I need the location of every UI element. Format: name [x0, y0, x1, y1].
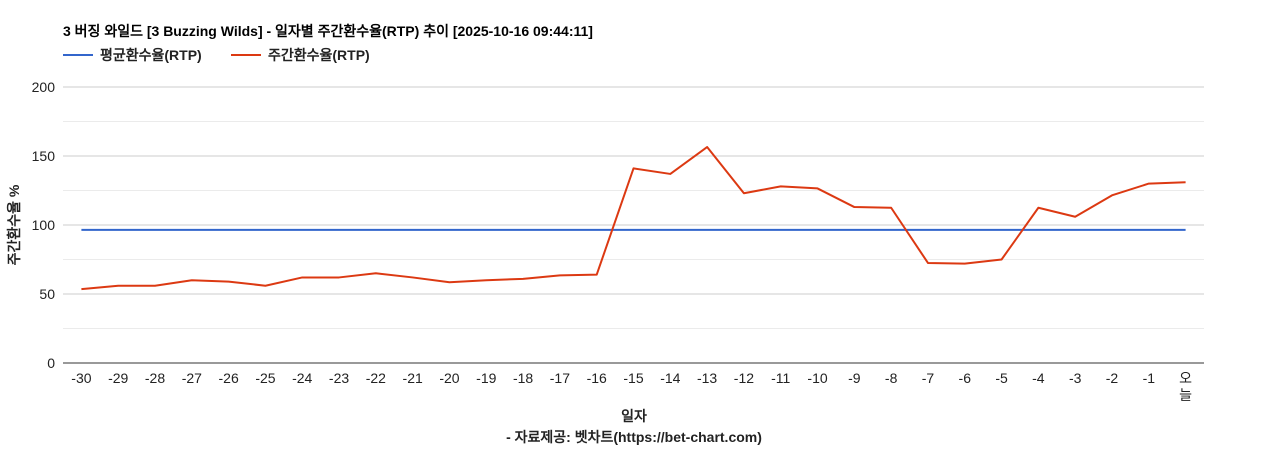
x-tick-label: -29 [108, 370, 128, 386]
y-tick-label: 50 [39, 286, 55, 302]
x-tick-label: -1 [1143, 370, 1156, 386]
y-axis-ticks: 0 50 100 150 200 [32, 79, 56, 371]
x-tick-label: -14 [660, 370, 680, 386]
x-axis-title: 일자 [621, 408, 647, 424]
x-axis-ticks: -30 -29 -28 -27 -26 -25 -24 -23 -22 -21 -20 -19 -18 -… [71, 370, 1192, 403]
legend-label-average: 평균환수율(RTP) [100, 47, 202, 63]
x-tick-label: -22 [366, 370, 386, 386]
x-tick-label: -18 [513, 370, 533, 386]
x-tick-label: -20 [439, 370, 459, 386]
y-tick-label: 0 [47, 355, 55, 371]
x-tick-label: -21 [403, 370, 423, 386]
x-tick-label: -8 [885, 370, 898, 386]
legend-label-weekly: 주간환수율(RTP) [268, 47, 370, 63]
x-tick-label: -13 [697, 370, 717, 386]
x-tick-label: -15 [623, 370, 643, 386]
x-tick-label: -7 [922, 370, 935, 386]
x-tick-label: -24 [292, 370, 312, 386]
grid-lines [63, 86, 1204, 364]
y-axis-title: 주간환수율 % [6, 184, 22, 265]
x-tick-label: -23 [329, 370, 349, 386]
x-tick-label: -17 [550, 370, 570, 386]
x-tick-label: -6 [959, 370, 972, 386]
x-tick-label: -10 [807, 370, 827, 386]
x-tick-label: -3 [1069, 370, 1082, 386]
x-tick-label: -9 [848, 370, 861, 386]
x-tick-label: -19 [476, 370, 496, 386]
x-tick-label: -5 [995, 370, 1008, 386]
source-credit: - 자료제공: 벳차트(https://bet-chart.com) [506, 429, 762, 445]
y-tick-label: 100 [32, 217, 56, 233]
x-tick-label: -25 [255, 370, 275, 386]
x-tick-label: -4 [1032, 370, 1045, 386]
x-tick-label: -27 [182, 370, 202, 386]
x-tick-label: -12 [734, 370, 754, 386]
y-tick-label: 200 [32, 79, 56, 95]
series-lines [81, 146, 1186, 291]
legend: 평균환수율(RTP) 주간환수율(RTP) [63, 47, 370, 63]
x-tick-label: -16 [587, 370, 607, 386]
x-tick-label: -2 [1106, 370, 1119, 386]
y-tick-label: 150 [32, 148, 56, 164]
x-tick-label: -11 [771, 370, 790, 386]
x-tick-label: -26 [219, 370, 239, 386]
chart-title: 3 버징 와일드 [3 Buzzing Wilds] - 일자별 주간환수율(R… [63, 23, 593, 39]
x-tick-label: -30 [71, 370, 91, 386]
series-line-weekly [81, 146, 1186, 291]
x-tick-label: -28 [145, 370, 165, 386]
